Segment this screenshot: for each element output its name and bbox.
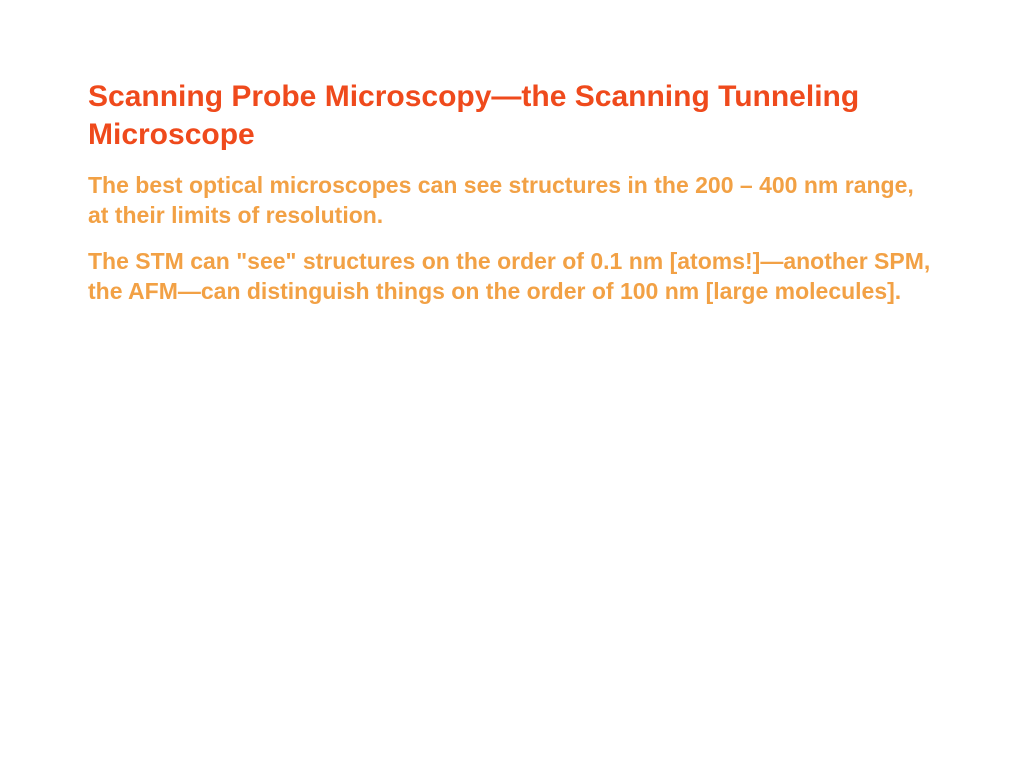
body-paragraph-1: The best optical microscopes can see str… — [88, 171, 936, 231]
body-paragraph-2: The STM can "see" structures on the orde… — [88, 247, 936, 307]
slide-title: Scanning Probe Microscopy—the Scanning T… — [88, 78, 936, 153]
